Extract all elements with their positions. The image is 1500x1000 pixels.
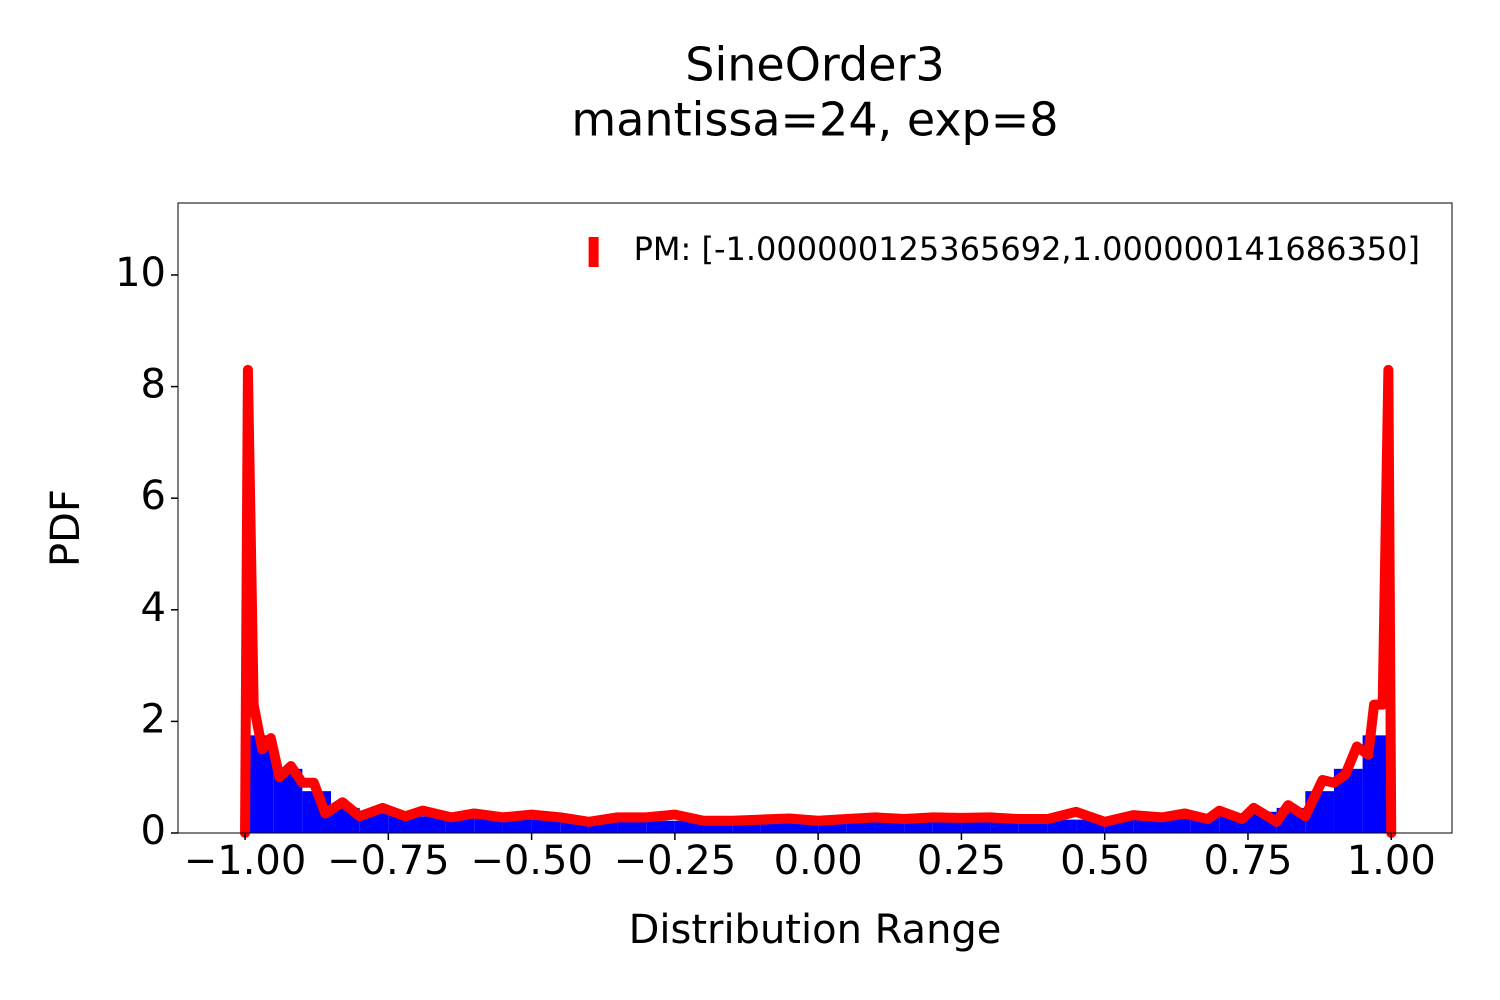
histogram-bar bbox=[531, 819, 561, 833]
histogram-bar bbox=[875, 821, 905, 833]
y-tick-label: 4 bbox=[141, 585, 166, 631]
histogram-bar bbox=[846, 821, 876, 833]
legend-label: PM: [-1.000000125365692,1.00000014168635… bbox=[634, 230, 1420, 268]
x-tick-label: −0.25 bbox=[614, 838, 737, 884]
chart-subtitle: mantissa=24, exp=8 bbox=[571, 93, 1058, 147]
histogram-bar bbox=[1162, 817, 1191, 833]
x-tick-label: 0.75 bbox=[1203, 838, 1292, 884]
histogram-bar bbox=[1133, 818, 1163, 833]
y-axis-label: PDF bbox=[43, 489, 89, 567]
y-tick-label: 8 bbox=[141, 362, 166, 408]
histogram-bar bbox=[904, 820, 933, 833]
y-tick-label: 0 bbox=[141, 808, 166, 854]
histogram-bar bbox=[617, 820, 647, 833]
pdf-line bbox=[240, 364, 1397, 838]
x-tick-label: −0.75 bbox=[327, 838, 450, 884]
histogram-bar bbox=[646, 820, 675, 833]
histogram-bar bbox=[1047, 819, 1077, 833]
histogram-bar bbox=[760, 821, 790, 833]
plot-frame bbox=[177, 202, 1453, 834]
histogram-bar bbox=[474, 818, 503, 833]
chart-title: SineOrder3 bbox=[685, 38, 944, 92]
y-tick-label: 6 bbox=[141, 473, 166, 519]
x-tick-label: 0.50 bbox=[1060, 838, 1149, 884]
x-tick-label: 1.00 bbox=[1347, 838, 1436, 884]
histogram-bar bbox=[502, 819, 532, 833]
x-axis-label: Distribution Range bbox=[629, 907, 1002, 953]
histogram-bar bbox=[732, 821, 761, 833]
x-tick-label: 0.00 bbox=[774, 838, 863, 884]
y-tick-label: 10 bbox=[115, 250, 166, 296]
histogram-bar bbox=[961, 820, 991, 833]
y-tick-label: 2 bbox=[141, 696, 166, 742]
x-tick-label: −1.00 bbox=[184, 838, 307, 884]
x-tick-label: 0.25 bbox=[917, 838, 1006, 884]
x-tick-label: −0.50 bbox=[470, 838, 593, 884]
histogram-bar bbox=[932, 820, 962, 833]
histogram-bar bbox=[416, 816, 446, 833]
